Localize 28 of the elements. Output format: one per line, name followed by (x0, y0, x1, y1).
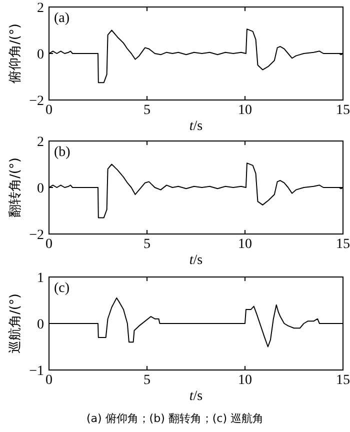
x-tick-label: 15 (336, 103, 350, 118)
x-axis-title: t/s (189, 253, 203, 268)
y-axis-title: 翻转角/(°) (8, 157, 23, 218)
x-tick-label: 5 (144, 237, 150, 252)
y-tick-label: 0 (37, 318, 44, 332)
x-axis-title: t/s (189, 389, 203, 404)
x-axis-title: t/s (189, 119, 203, 134)
text: (a) 俯仰角；(b) 翻转角；(c) 巡航角 (86, 412, 264, 425)
annotation: (c) (54, 281, 70, 296)
y-tick-label: −2 (29, 228, 44, 243)
y-tick-label: 0 (37, 182, 44, 196)
y-axis-title: 巡航角/(°) (8, 293, 23, 354)
x-tick-label: 10 (238, 103, 252, 118)
annotation: (a) (54, 11, 70, 26)
y-tick-label: −2 (29, 94, 44, 109)
x-tick-label: 10 (238, 373, 252, 388)
x-tick-label: 5 (144, 373, 150, 388)
y-tick-label: −1 (29, 364, 44, 379)
x-tick-label: 5 (144, 103, 150, 118)
y-axis-title: 俯仰角/(°) (8, 23, 23, 84)
x-tick-label: 15 (336, 373, 350, 388)
y-tick-label: 2 (37, 135, 44, 150)
x-tick-label: 10 (238, 237, 252, 252)
y-tick-label: 2 (37, 1, 44, 16)
y-tick-label: 0 (37, 48, 44, 62)
y-tick-label: 1 (37, 271, 44, 286)
x-tick-label: 15 (336, 237, 350, 252)
annotation: (b) (54, 145, 71, 160)
